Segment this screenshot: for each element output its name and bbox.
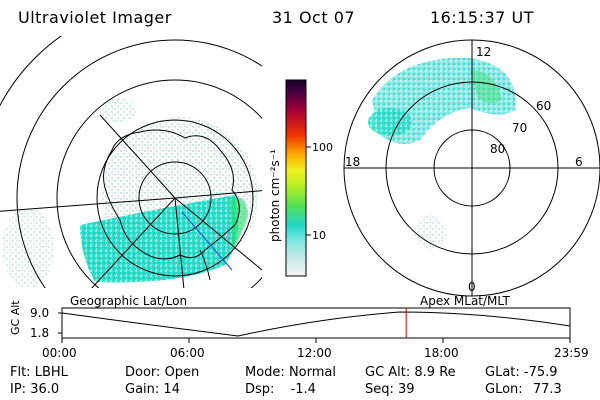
status-gain: Gain: 14 <box>125 382 180 397</box>
status-dsp-label: Dsp: <box>245 382 275 397</box>
status-glon-value: 77.3 <box>532 382 562 397</box>
colorbar-label-10: 10 <box>312 229 326 242</box>
mlat-label-60: 60 <box>536 99 551 113</box>
status-dsp: Dsp: -1.4 <box>245 382 316 397</box>
mlt-label-top: 12 <box>476 45 491 59</box>
colorbar-unit-label: photon cm⁻²s⁻¹ <box>268 149 282 242</box>
status-ip-label: IP: <box>10 382 27 397</box>
time-tick-1200: 12:00 <box>297 346 332 360</box>
altitude-tick-high: 9.0 <box>30 306 49 320</box>
status-mode: Mode: Normal <box>245 365 336 380</box>
antarctica-coastline <box>103 129 240 260</box>
status-door: Door: Open <box>125 365 199 380</box>
polar-emission-low <box>414 214 446 250</box>
altitude-curve <box>61 311 571 337</box>
time-tick-2359: 23:59 <box>554 346 589 360</box>
status-mode-value: Normal <box>288 365 336 380</box>
altitude-strip: GC Alt 9.0 1.8 00:00 06:00 12:00 18:00 2… <box>9 300 589 360</box>
colorbar <box>285 79 307 277</box>
status-gc-alt-value: 8.9 Re <box>414 365 456 380</box>
status-glat-label: GLat: <box>485 365 520 380</box>
time-tick-1800: 18:00 <box>424 346 459 360</box>
status-seq-value: 39 <box>398 382 415 397</box>
emission-patch-upper <box>100 98 136 122</box>
date-label: 31 Oct 07 <box>272 8 356 27</box>
polar-emission-band <box>368 108 412 136</box>
status-gc-alt: GC Alt: 8.9 Re <box>365 365 456 380</box>
status-door-label: Door: <box>125 365 161 380</box>
altitude-tick-low: 1.8 <box>30 326 49 340</box>
status-mode-label: Mode: <box>245 365 285 380</box>
status-glat: GLat: -75.9 <box>485 365 558 380</box>
mlt-label-left: 18 <box>345 155 360 169</box>
polar-emission-bright <box>470 70 502 104</box>
magnetic-map-label: Apex MLat/MLT <box>420 294 510 308</box>
colorbar-label-100: 100 <box>312 141 333 154</box>
geographic-map <box>0 36 262 288</box>
status-dsp-value: -1.4 <box>290 382 316 397</box>
status-gain-label: Gain: <box>125 382 160 397</box>
status-filter-label: Flt: <box>10 365 31 380</box>
status-seq-label: Seq: <box>365 382 394 397</box>
auroral-band <box>80 195 239 283</box>
status-ip-value: 36.0 <box>30 382 60 397</box>
status-door-value: Open <box>164 365 200 380</box>
status-glat-value: -75.9 <box>523 365 558 380</box>
geographic-map-label: Geographic Lat/Lon <box>70 294 187 308</box>
status-glon: GLon: 77.3 <box>485 382 562 397</box>
peninsula-coastline <box>199 249 211 281</box>
altitude-axis-label: GC Alt <box>9 300 22 335</box>
status-filter-value: LBHL <box>34 365 68 380</box>
instrument-title: Ultraviolet Imager <box>18 8 172 27</box>
look-direction-line <box>181 211 233 271</box>
magnetic-polar-plot: 12 18 6 0 60 70 80 <box>343 39 600 297</box>
status-seq: Seq: 39 <box>365 382 415 397</box>
mlt-label-right: 6 <box>575 155 583 169</box>
time-tick-0600: 06:00 <box>170 346 205 360</box>
mlat-label-80: 80 <box>490 142 505 156</box>
status-gc-alt-label: GC Alt: <box>365 365 411 380</box>
status-glon-label: GLon: <box>485 382 523 397</box>
mlat-label-70: 70 <box>512 121 527 135</box>
auroral-bright-spot <box>230 197 248 250</box>
status-ip: IP: 36.0 <box>10 382 59 397</box>
mlt-label-bottom: 0 <box>468 280 476 294</box>
status-gain-value: 14 <box>163 382 180 397</box>
status-filter: Flt: LBHL <box>10 365 68 380</box>
emission-patch-left <box>2 208 54 288</box>
time-tick-0000: 00:00 <box>42 346 77 360</box>
time-label: 16:15:37 UT <box>430 8 534 27</box>
